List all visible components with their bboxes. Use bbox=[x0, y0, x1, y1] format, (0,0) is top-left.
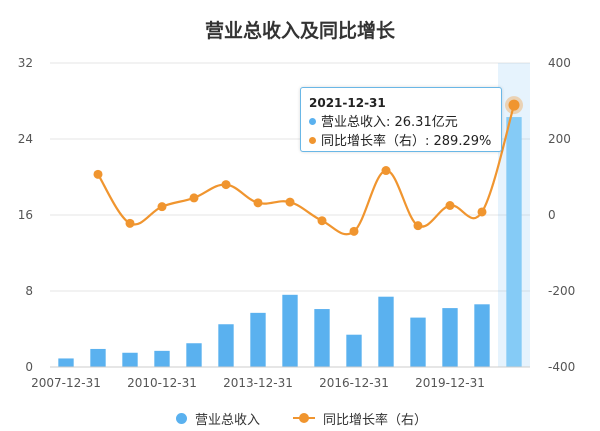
tooltip-date: 2021-12-31 bbox=[309, 96, 386, 110]
y-right-tick-label: -200 bbox=[548, 284, 575, 298]
y-right-tick-label: 0 bbox=[548, 208, 556, 222]
y-left-tick-label: 0 bbox=[25, 360, 33, 374]
tooltip: 2021-12-31 营业总收入: 26.31亿元 同比增长率（右）: 289.… bbox=[300, 87, 502, 152]
x-tick-label: 2019-12-31 bbox=[415, 376, 485, 390]
legend-revenue-dot-icon bbox=[176, 412, 187, 424]
bar bbox=[378, 296, 394, 367]
bar bbox=[506, 117, 522, 368]
x-tick-label: 2007-12-31 bbox=[31, 376, 101, 390]
bar bbox=[122, 352, 138, 367]
x-tick-label: 2013-12-31 bbox=[223, 376, 293, 390]
line-point bbox=[413, 221, 423, 231]
y-left-tick-label: 8 bbox=[25, 284, 33, 298]
line-point bbox=[125, 218, 135, 228]
line-point bbox=[221, 180, 231, 190]
bar bbox=[250, 312, 266, 367]
tooltip-growth-dot-icon bbox=[309, 137, 316, 144]
line-point bbox=[477, 207, 487, 217]
bar bbox=[218, 324, 234, 367]
y-left-tick-label: 16 bbox=[18, 208, 33, 222]
tooltip-growth-text: 同比增长率（右）: 289.29% bbox=[321, 134, 492, 149]
line-point bbox=[445, 201, 455, 210]
tooltip-revenue-row: 营业总收入: 26.31亿元 bbox=[309, 113, 493, 132]
bar bbox=[410, 317, 426, 367]
bar bbox=[154, 350, 170, 367]
chart-title: 营业总收入及同比增长 bbox=[204, 20, 395, 42]
y-left-tick-label: 32 bbox=[18, 56, 33, 70]
line-point bbox=[317, 216, 327, 226]
y-right-tick-label: -400 bbox=[548, 360, 575, 374]
bar bbox=[58, 358, 74, 367]
x-tick-label: 2016-12-31 bbox=[319, 376, 389, 390]
bar bbox=[474, 304, 490, 367]
legend-item-revenue[interactable]: 营业总收入 bbox=[176, 408, 260, 428]
bar bbox=[314, 309, 330, 367]
line-point bbox=[381, 166, 391, 176]
line-point bbox=[93, 169, 103, 179]
tooltip-revenue-text: 营业总收入: 26.31亿元 bbox=[321, 115, 458, 130]
line-point bbox=[253, 198, 263, 208]
line-point bbox=[349, 226, 359, 236]
legend-item-growth[interactable]: 同比增长率（右） bbox=[293, 408, 427, 428]
hover-highlight bbox=[498, 63, 530, 367]
y-left-tick-label: 24 bbox=[18, 132, 33, 146]
tooltip-revenue-dot-icon bbox=[309, 118, 316, 125]
bar bbox=[442, 308, 458, 367]
bar bbox=[346, 334, 362, 367]
bar bbox=[186, 343, 202, 367]
bar bbox=[90, 348, 106, 367]
x-tick-label: 2010-12-31 bbox=[127, 376, 197, 390]
y-right-tick-label: 200 bbox=[548, 132, 571, 146]
tooltip-growth-row: 同比增长率（右）: 289.29% bbox=[309, 132, 493, 151]
line-point bbox=[189, 193, 199, 203]
line-point bbox=[285, 197, 295, 207]
y-right-tick-label: 400 bbox=[548, 56, 571, 70]
legend-revenue-label: 营业总收入 bbox=[195, 412, 261, 428]
line-point bbox=[157, 202, 167, 212]
legend-growth-label: 同比增长率（右） bbox=[323, 412, 428, 428]
bar bbox=[282, 294, 298, 367]
line-point bbox=[508, 99, 520, 111]
legend-growth-line-icon bbox=[293, 413, 315, 423]
